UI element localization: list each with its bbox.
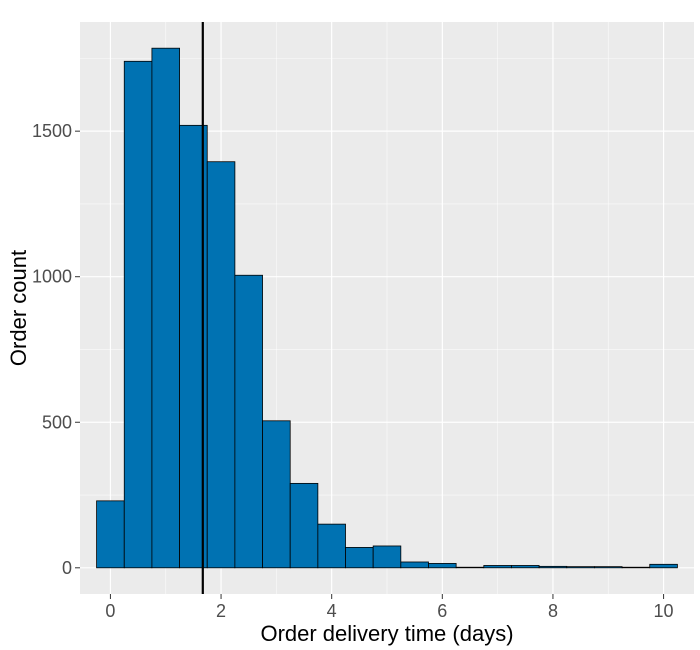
histogram-bar [511,565,540,569]
x-tick-label: 10 [654,601,674,621]
histogram-bar [566,566,595,569]
histogram-bar [123,60,153,569]
histogram-bar [372,545,402,569]
histogram-bar [289,482,319,569]
y-axis-title: Order count [6,250,31,366]
histogram-bar [455,566,485,569]
histogram-bar [621,566,651,569]
y-tick-label: 0 [62,558,72,578]
x-tick-label: 2 [216,601,226,621]
histogram-bar [151,47,180,569]
histogram-bar [234,274,263,569]
x-tick-label: 4 [327,601,337,621]
x-axis-title: Order delivery time (days) [260,621,513,646]
histogram-bar [206,161,236,569]
x-tick-label: 0 [105,601,115,621]
histogram-bar [400,561,429,569]
histogram-bar [96,500,125,569]
histogram-bar [428,563,457,569]
histogram-bar [262,420,291,569]
histogram-bar [317,523,346,569]
y-tick-label: 1000 [32,267,72,287]
x-tick-label: 6 [437,601,447,621]
histogram-bar [649,563,678,569]
y-tick-label: 1500 [32,121,72,141]
x-axis-ticks: 0 2 4 6 8 10 [105,594,674,621]
y-tick-label: 500 [42,412,72,432]
histogram-bar [538,565,568,569]
x-tick-label: 8 [548,601,558,621]
histogram-bar [345,547,374,569]
histogram-bar [483,565,512,569]
y-axis-ticks: 0 500 1000 1500 [32,121,80,578]
histogram-bar [594,566,623,569]
